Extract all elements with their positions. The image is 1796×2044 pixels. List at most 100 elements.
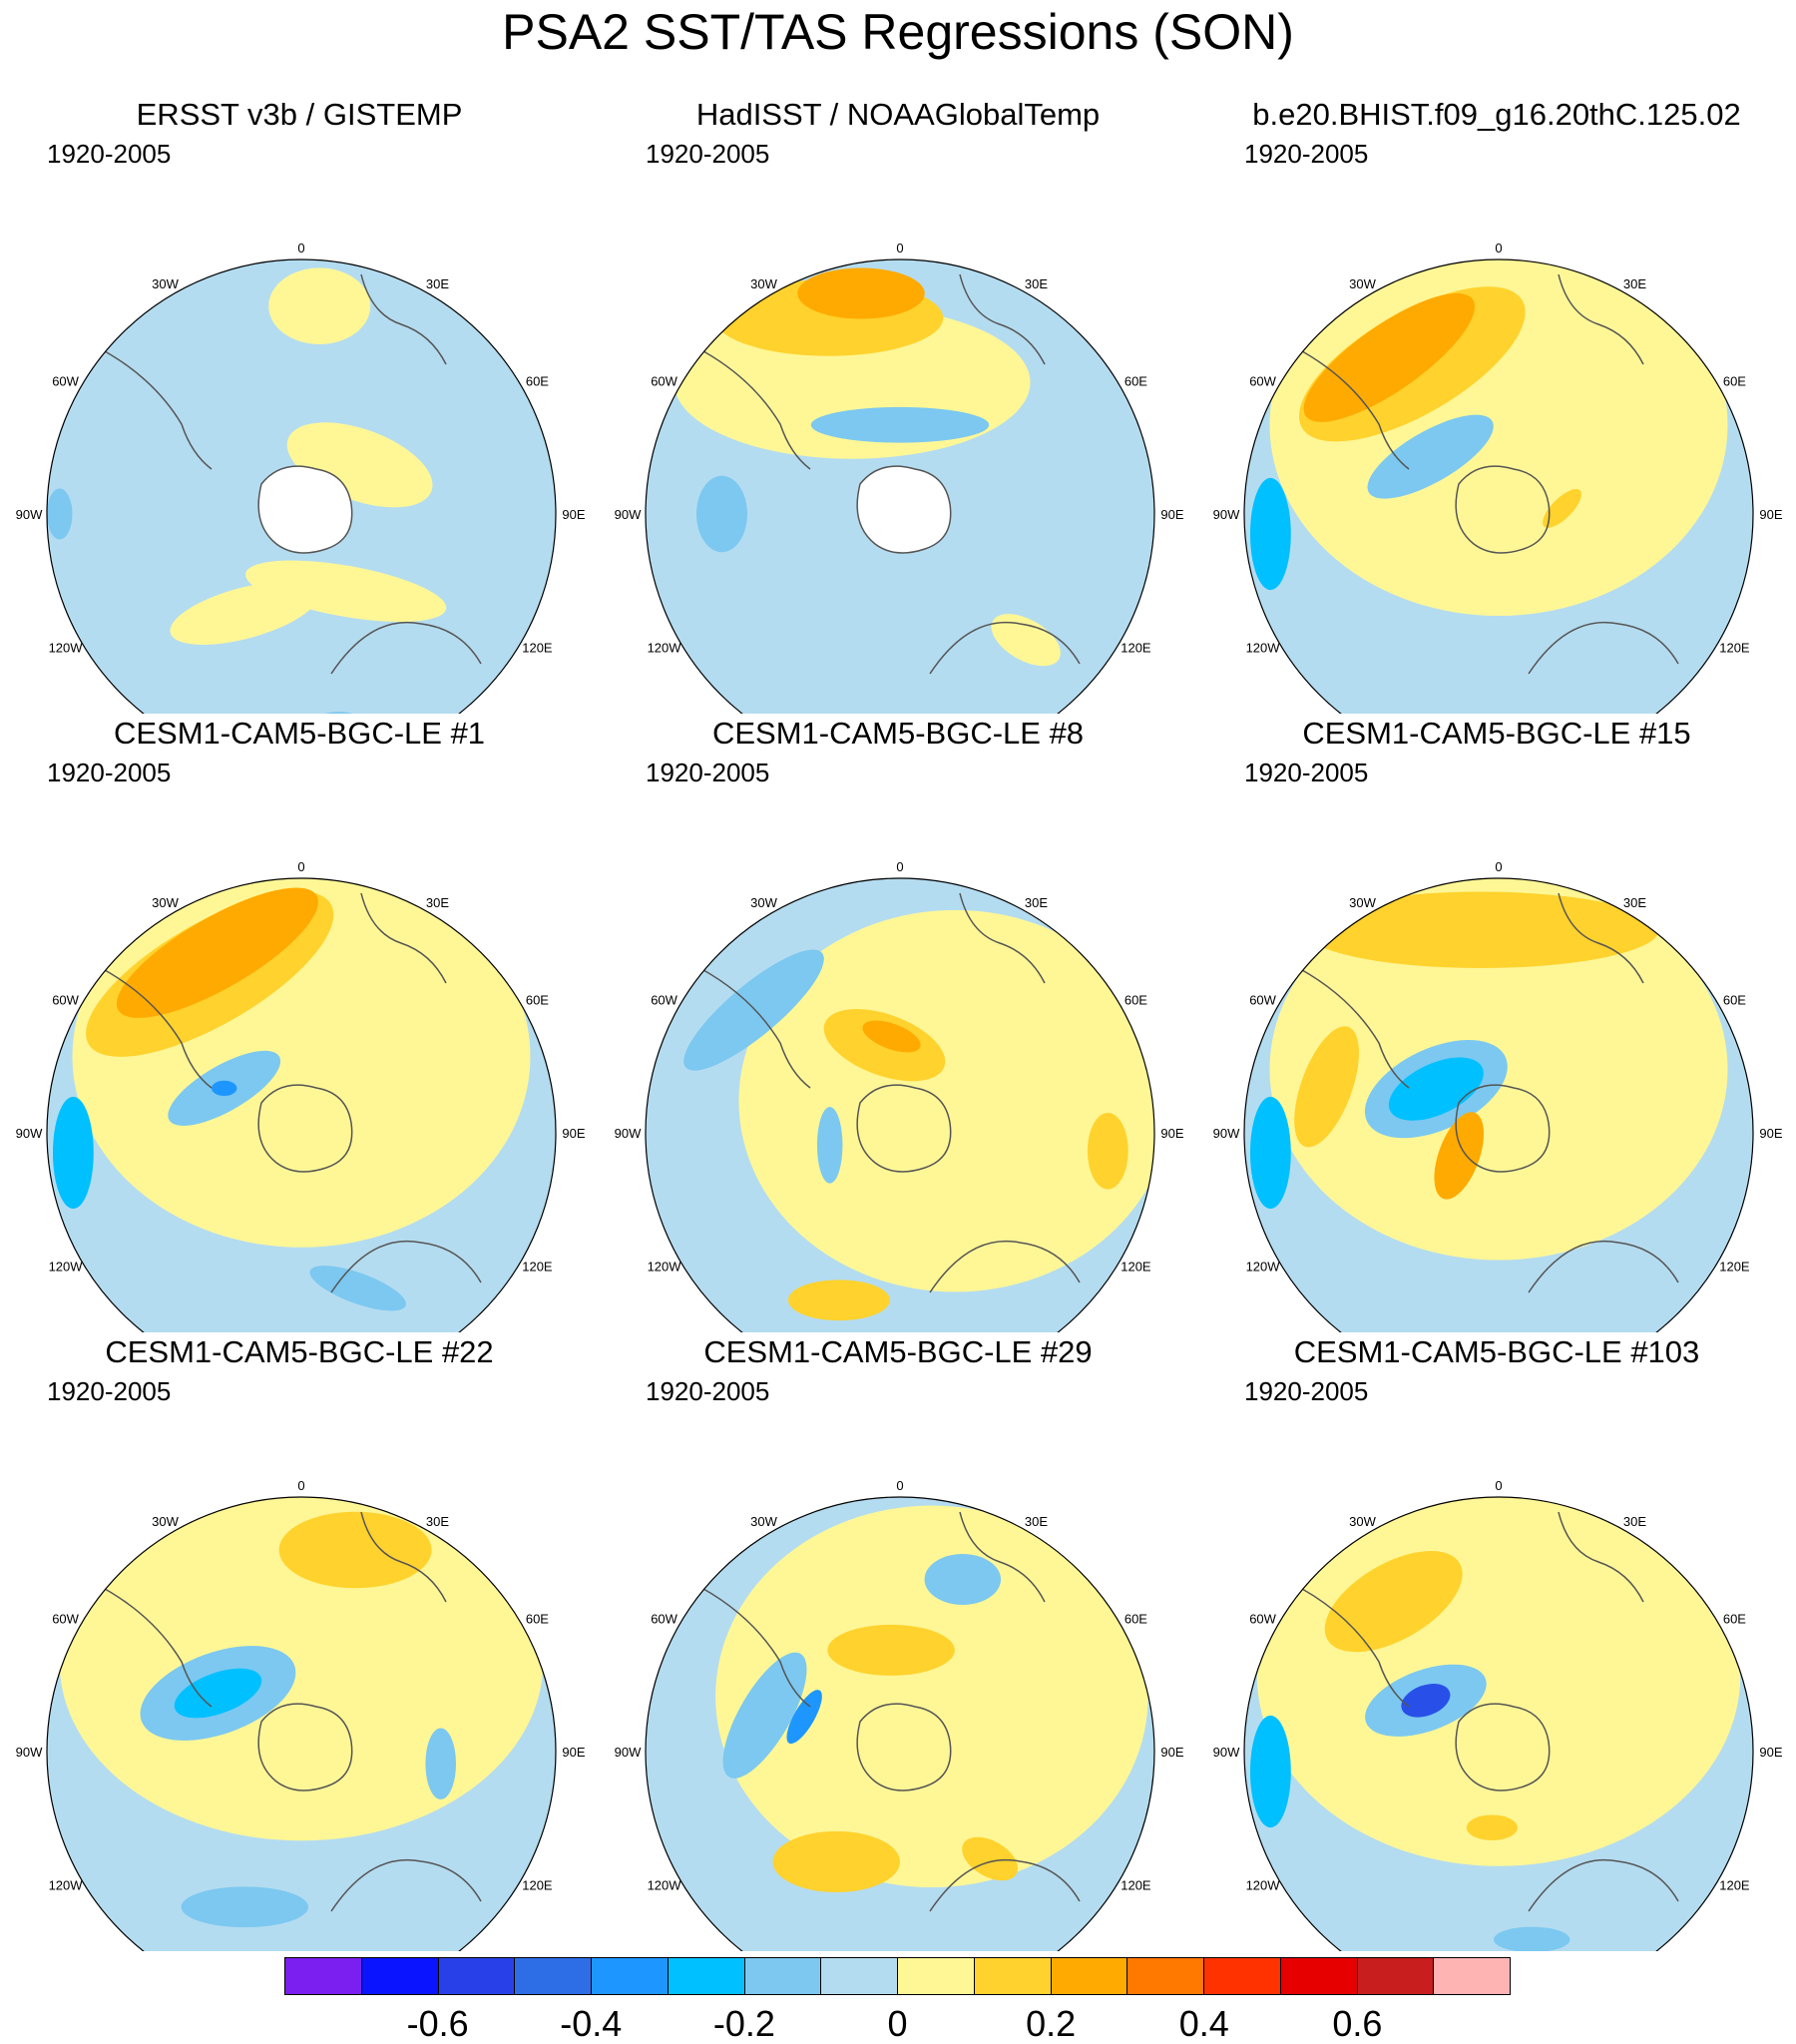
lon-label: 30W — [1349, 276, 1376, 291]
lon-label: 90W — [1213, 1126, 1240, 1141]
coastline — [360, 273, 447, 365]
anomaly-region — [962, 1836, 1019, 1881]
colorbar-label: -0.4 — [560, 2003, 623, 2044]
anomaly-region — [787, 1279, 890, 1321]
lon-label: 120W — [1246, 641, 1281, 656]
coastline — [959, 273, 1046, 365]
colorbar-swatch — [1204, 1958, 1281, 1994]
map-boundary — [645, 877, 1155, 1332]
lon-label: 90E — [1759, 507, 1782, 522]
colorbar-swatch — [1434, 1958, 1510, 1994]
antarctica-coastline — [1455, 1084, 1551, 1173]
anomaly-region — [786, 1690, 822, 1745]
anomaly-region — [772, 1830, 900, 1893]
lon-label: 0 — [297, 859, 304, 874]
lon-label: 90E — [562, 507, 585, 522]
lon-label: 60W — [651, 374, 677, 389]
lon-label: 60E — [1124, 1612, 1147, 1627]
lon-label: 60W — [52, 993, 79, 1008]
panel-title: b.e20.BHIST.f09_g16.20thC.125.02 — [1252, 97, 1741, 132]
anomaly-region — [1543, 489, 1581, 528]
lon-label: 30E — [1025, 895, 1048, 910]
lon-label: 60E — [1723, 374, 1746, 389]
coastline — [1558, 273, 1644, 365]
lon-label: 90W — [16, 1745, 43, 1760]
coastline — [91, 962, 213, 1089]
anomaly-region — [1466, 1814, 1518, 1840]
lon-label: 120E — [522, 641, 553, 656]
coastline — [689, 1581, 811, 1708]
anomaly-region — [924, 1553, 1002, 1605]
lon-label: 30E — [1623, 276, 1646, 291]
coastline — [959, 892, 1046, 984]
anomaly-region — [1324, 1551, 1463, 1653]
map-boundary — [46, 258, 557, 714]
coastline — [330, 1858, 482, 1912]
lon-label: 120W — [1246, 1878, 1281, 1893]
colorbar-swatch — [515, 1958, 592, 1994]
anomaly-region — [827, 1624, 955, 1676]
coastline — [1528, 1858, 1679, 1912]
colorbar — [284, 1957, 1511, 1995]
map-panel-6: 030E60E90E120E150E180150W120W90W60W30WCE… — [1197, 714, 1796, 1332]
coastline — [360, 892, 447, 984]
lon-label: 60W — [52, 374, 79, 389]
lon-label: 60E — [1723, 993, 1746, 1008]
colorbar-swatch — [1051, 1958, 1128, 1994]
lon-label: 30W — [152, 276, 179, 291]
lon-label: 60E — [1124, 993, 1147, 1008]
lon-label: 120W — [648, 1260, 682, 1275]
polar-map: 030E60E90E120E150E180150W120W90W60W30W — [1213, 859, 1783, 1332]
lon-label: 60W — [651, 993, 677, 1008]
polar-map: 030E60E90E120E150E180150W120W90W60W30W — [615, 1478, 1184, 1951]
anomaly-region — [1388, 1057, 1484, 1121]
anomaly-region — [309, 1266, 406, 1311]
period-label: 1920-2005 — [646, 758, 770, 787]
lon-label: 60W — [1249, 993, 1276, 1008]
colorbar-label: -0.2 — [712, 2003, 775, 2044]
coastline — [1288, 343, 1410, 470]
antarctica-coastline — [856, 465, 952, 554]
polar-map: 030E60E90E120E150E180150W120W90W60W30W — [615, 859, 1184, 1332]
map-panel-4: 030E60E90E120E150E180150W120W90W60W30WCE… — [0, 714, 599, 1332]
panel-title: CESM1-CAM5-BGC-LE #29 — [703, 1334, 1093, 1369]
colorbar-swatch — [1357, 1958, 1435, 1994]
polar-map: 030E60E90E120E150E180150W120W90W60W30W — [16, 241, 586, 714]
coastline — [360, 1511, 447, 1603]
lon-label: 30E — [1623, 895, 1646, 910]
colorbar-swatch — [1280, 1958, 1358, 1994]
anomaly-region — [268, 267, 371, 344]
anomaly-region — [1256, 1497, 1741, 1866]
colorbar-swatch — [974, 1958, 1052, 1994]
lon-label: 0 — [297, 1478, 304, 1493]
lon-label: 0 — [1495, 859, 1502, 874]
anomaly-region — [47, 488, 73, 540]
anomaly-region — [1249, 1096, 1291, 1210]
lon-label: 90E — [562, 1745, 585, 1760]
map-boundary — [46, 1496, 557, 1951]
anomaly-region — [1302, 891, 1659, 969]
lon-label: 60E — [1723, 1612, 1746, 1627]
lon-label: 90E — [562, 1126, 585, 1141]
anomaly-region — [991, 614, 1061, 667]
colorbar-label: 0 — [887, 2003, 908, 2044]
lon-label: 90W — [16, 1126, 43, 1141]
map-panel-1: 030E60E90E120E150E180150W120W90W60W30WER… — [0, 95, 599, 714]
lon-label: 120W — [49, 1260, 84, 1275]
anomaly-region — [1401, 1683, 1451, 1718]
polar-map: 030E60E90E120E150E180150W120W90W60W30W — [16, 1478, 586, 1951]
lon-label: 30W — [750, 1514, 777, 1529]
lon-label: 120E — [1719, 1878, 1750, 1893]
map-boundary — [1243, 877, 1754, 1332]
lon-label: 30E — [426, 895, 449, 910]
panel-title: HadISST / NOAAGlobalTemp — [695, 97, 1101, 132]
anomaly-region — [738, 909, 1154, 1292]
colorbar-swatch — [285, 1958, 362, 1994]
anomaly-region — [116, 887, 318, 1018]
lon-label: 120E — [1121, 641, 1151, 656]
map-panel-7: 030E60E90E120E150E180150W120W90W60W30WCE… — [0, 1332, 599, 1951]
colorbar-swatch — [592, 1958, 669, 1994]
lon-label: 0 — [1495, 1478, 1502, 1493]
anomaly-region — [1367, 414, 1494, 499]
colorbar-swatch — [1127, 1958, 1204, 1994]
